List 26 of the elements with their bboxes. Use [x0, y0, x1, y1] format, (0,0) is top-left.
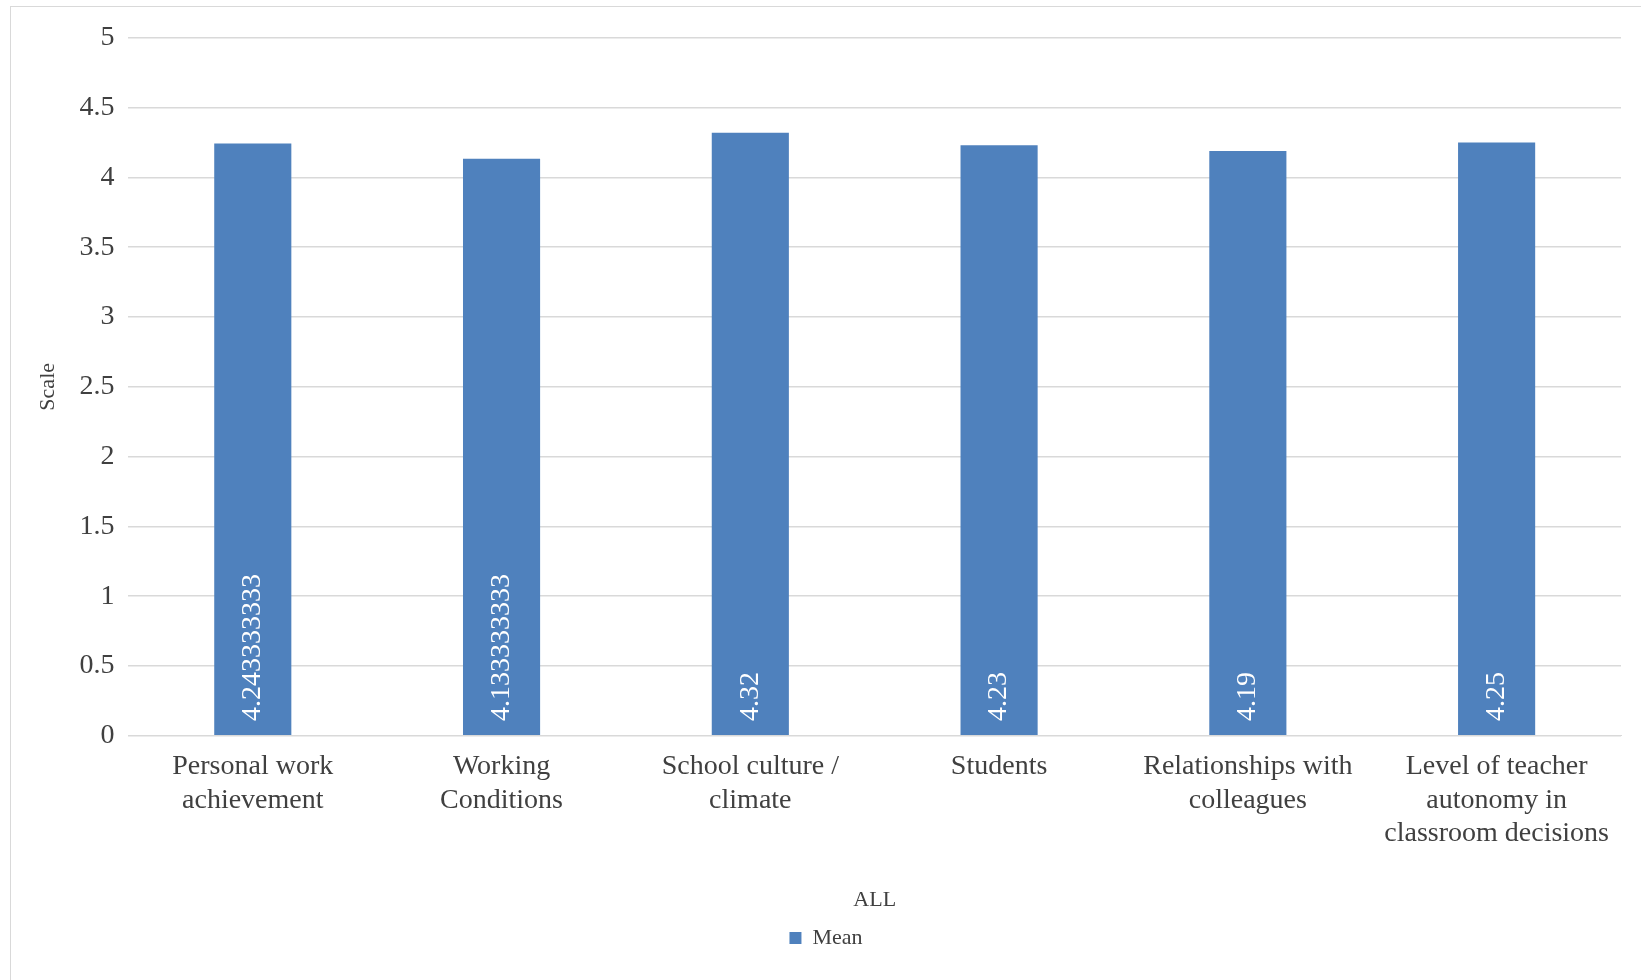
data-label: 4.23 — [981, 672, 1013, 722]
y-tick-label: 0.5 — [79, 648, 115, 680]
x-tick-label: Level of teacher autonomy in classroom decisions — [1384, 748, 1609, 848]
data-label: 4.19 — [1230, 672, 1262, 722]
data-label: 4.133333333 — [483, 574, 515, 722]
y-tick-label: 3 — [100, 299, 115, 331]
y-tick-label: 5 — [100, 20, 115, 52]
y-tick-label: 1 — [100, 578, 115, 610]
legend-label: Mean — [812, 923, 863, 949]
y-tick-label: 0 — [100, 718, 115, 750]
data-label: 4.32 — [732, 672, 764, 722]
y-tick-label: 4 — [100, 159, 115, 191]
y-tick-label: 2 — [100, 438, 115, 470]
x-tick-label: School culture / climate — [661, 748, 840, 814]
y-axis-title: Scale — [33, 362, 59, 411]
x-tick-label: Personal work achievement — [172, 748, 334, 814]
y-tick-label: 4.5 — [79, 89, 115, 121]
y-tick-label: 1.5 — [79, 508, 115, 540]
x-tick-label: Students — [950, 748, 1048, 780]
x-tick-label: Working Conditions — [440, 748, 564, 814]
y-tick-label: 3.5 — [79, 229, 115, 261]
x-axis-title: ALL — [853, 885, 897, 911]
data-label: 4.243333333 — [235, 574, 267, 722]
data-label: 4.25 — [1478, 672, 1510, 722]
x-tick-label: Relationships with colleagues — [1143, 748, 1353, 814]
y-tick-label: 2.5 — [79, 369, 115, 401]
